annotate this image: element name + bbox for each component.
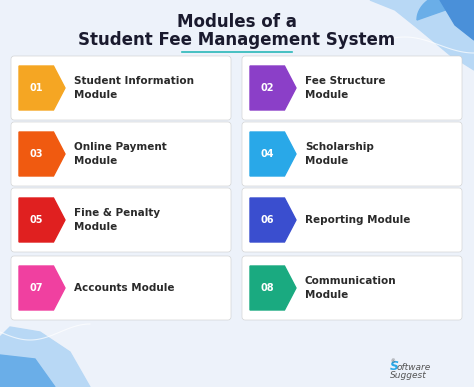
Polygon shape — [370, 0, 474, 70]
Text: Online Payment
Module: Online Payment Module — [74, 142, 167, 166]
Text: 04: 04 — [261, 149, 274, 159]
FancyBboxPatch shape — [242, 56, 462, 120]
Text: S: S — [390, 361, 399, 373]
FancyBboxPatch shape — [242, 188, 462, 252]
Text: 02: 02 — [261, 83, 274, 93]
Text: 07: 07 — [29, 283, 43, 293]
Text: Fee Structure
Module: Fee Structure Module — [305, 76, 385, 100]
Text: 05: 05 — [29, 215, 43, 225]
Text: 03: 03 — [29, 149, 43, 159]
Text: Suggest: Suggest — [390, 372, 427, 380]
Polygon shape — [19, 132, 65, 176]
Text: Accounts Module: Accounts Module — [74, 283, 174, 293]
Text: Reporting Module: Reporting Module — [305, 215, 410, 225]
Polygon shape — [19, 266, 65, 310]
Polygon shape — [417, 0, 474, 20]
Polygon shape — [250, 266, 296, 310]
Text: oftware: oftware — [397, 363, 431, 372]
Text: Communication
Module: Communication Module — [305, 276, 397, 300]
Text: 01: 01 — [29, 83, 43, 93]
FancyBboxPatch shape — [11, 256, 231, 320]
Polygon shape — [0, 355, 55, 387]
Text: Student Fee Management System: Student Fee Management System — [78, 31, 396, 49]
Text: Fine & Penalty
Module: Fine & Penalty Module — [74, 208, 160, 232]
Polygon shape — [250, 198, 296, 242]
Text: Scholarship
Module: Scholarship Module — [305, 142, 374, 166]
Text: ®: ® — [390, 360, 395, 365]
Text: 08: 08 — [260, 283, 274, 293]
Text: Modules of a: Modules of a — [177, 13, 297, 31]
Polygon shape — [250, 66, 296, 110]
FancyBboxPatch shape — [242, 256, 462, 320]
Text: Student Information
Module: Student Information Module — [74, 76, 194, 100]
Polygon shape — [19, 66, 65, 110]
FancyBboxPatch shape — [242, 122, 462, 186]
Polygon shape — [440, 0, 474, 40]
Polygon shape — [0, 327, 90, 387]
FancyBboxPatch shape — [11, 122, 231, 186]
FancyBboxPatch shape — [11, 56, 231, 120]
Text: 06: 06 — [261, 215, 274, 225]
FancyBboxPatch shape — [11, 188, 231, 252]
Polygon shape — [250, 132, 296, 176]
Polygon shape — [19, 198, 65, 242]
